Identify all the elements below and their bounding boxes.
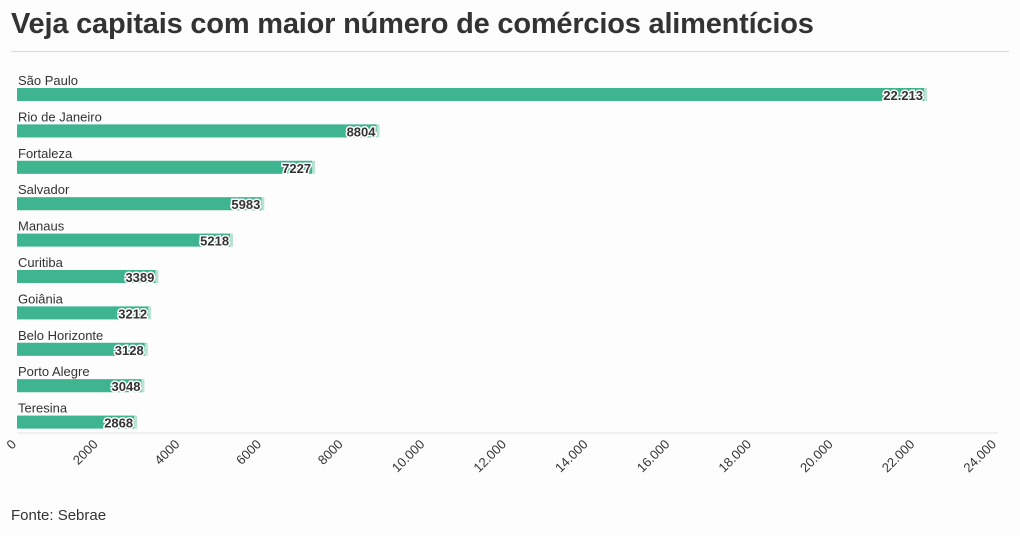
bar-rio-de-janeiro [17,124,377,138]
chart-title: Veja capitais com maior número de comérc… [11,8,814,40]
bar-manaus [17,233,231,247]
value-label-fortaleza: 7227 [282,161,311,176]
category-label-porto-alegre: Porto Alegre [18,364,90,379]
bar-belo-horizonte [17,342,145,356]
value-label-porto-alegre: 3048 [112,379,141,394]
bar-teresina [17,415,135,429]
value-label-manaus: 5218 [200,234,229,249]
bars-layer: São Paulo 22.213 Rio de Janeiro 8804 Fortale… [17,73,928,432]
category-label-belo-horizonte: Belo Horizonte [18,328,103,343]
bar-goiania [17,306,149,320]
category-label-manaus: Manaus [18,219,65,234]
source-note: Fonte: Sebrae [11,507,107,524]
x-tick-label: 10.000 [389,437,428,476]
value-label-rio-de-janeiro: 8804 [347,124,377,139]
x-tick-label: 8000 [315,437,346,468]
x-tick-label: 24.000 [960,437,999,476]
x-tick-label: 2000 [70,437,101,468]
value-label-belo-horizonte: 3128 [115,343,144,358]
category-label-rio-de-janeiro: Rio de Janeiro [18,109,102,124]
title-divider [11,51,1009,52]
x-tick-label: 16.000 [634,437,673,476]
x-tick-label: 18.000 [715,437,754,476]
value-label-goiania: 3212 [118,306,147,321]
bar-curitiba [17,270,156,283]
value-label-sao-paulo: 22.213 [883,88,923,103]
category-label-salvador: Salvador [18,182,70,197]
category-label-fortaleza: Fortaleza [18,146,73,161]
value-label-curitiba: 3389 [125,270,154,285]
bar-fortaleza [17,160,313,174]
category-label-curitiba: Curitiba [18,255,64,270]
x-tick-label: 22.000 [879,437,918,476]
x-tick-label: 14.000 [552,437,591,476]
x-tick-label: 12.000 [470,437,509,476]
x-axis: 0 2000 4000 6000 8000 10.000 12.000 14.000 16.00… [3,432,999,476]
bar-salvador [17,197,262,211]
x-tick-label: 0 [3,437,19,453]
value-label-teresina: 2868 [104,416,133,431]
bar-sao-paulo [17,88,925,101]
category-label-teresina: Teresina [18,401,68,416]
x-tick-label: 20.000 [797,437,836,476]
x-tick-label: 4000 [151,437,182,468]
value-label-salvador: 5983 [231,197,260,212]
x-tick-label: 6000 [233,437,264,468]
category-label-sao-paulo: São Paulo [18,73,78,88]
category-label-goiania: Goiânia [18,291,64,306]
bar-porto-alegre [17,379,142,393]
